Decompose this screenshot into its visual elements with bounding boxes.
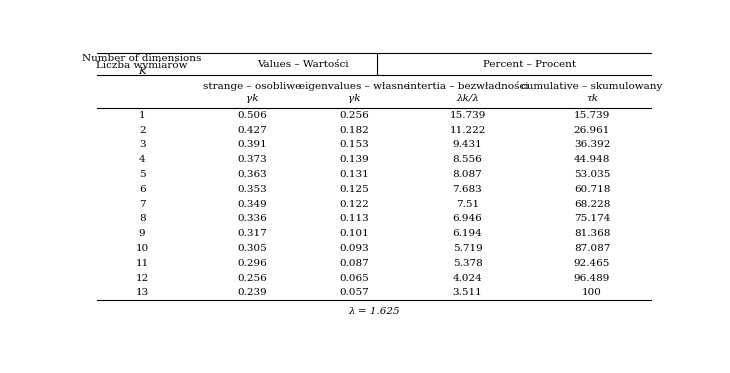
Text: 0.256: 0.256 xyxy=(339,111,369,120)
Text: 9.431: 9.431 xyxy=(453,141,483,150)
Text: 1: 1 xyxy=(139,111,145,120)
Text: 15.739: 15.739 xyxy=(574,111,610,120)
Text: 0.391: 0.391 xyxy=(237,141,267,150)
Text: Values – Wartości: Values – Wartości xyxy=(258,60,349,69)
Text: 0.131: 0.131 xyxy=(339,170,369,179)
Text: 0.296: 0.296 xyxy=(237,259,267,268)
Text: 0.139: 0.139 xyxy=(339,155,369,164)
Text: 81.368: 81.368 xyxy=(574,229,610,238)
Text: 6.946: 6.946 xyxy=(453,214,483,223)
Text: 4: 4 xyxy=(139,155,145,164)
Text: 92.465: 92.465 xyxy=(574,259,610,268)
Text: 0.427: 0.427 xyxy=(237,126,267,135)
Text: 3.511: 3.511 xyxy=(453,288,483,298)
Text: 96.489: 96.489 xyxy=(574,274,610,283)
Text: 5.719: 5.719 xyxy=(453,244,483,253)
Text: 13: 13 xyxy=(136,288,149,298)
Text: 0.239: 0.239 xyxy=(237,288,267,298)
Text: 12: 12 xyxy=(136,274,149,283)
Text: cumulative – skumulowany: cumulative – skumulowany xyxy=(521,82,663,91)
Text: 60.718: 60.718 xyxy=(574,185,610,194)
Text: 0.353: 0.353 xyxy=(237,185,267,194)
Text: 0.305: 0.305 xyxy=(237,244,267,253)
Text: strange – osobliwe: strange – osobliwe xyxy=(204,82,301,91)
Text: 2: 2 xyxy=(139,126,145,135)
Text: 5.378: 5.378 xyxy=(453,259,483,268)
Text: 6: 6 xyxy=(139,185,145,194)
Text: 0.065: 0.065 xyxy=(339,274,369,283)
Text: γk: γk xyxy=(246,94,258,103)
Text: 44.948: 44.948 xyxy=(574,155,610,164)
Text: 3: 3 xyxy=(139,141,145,150)
Text: 0.336: 0.336 xyxy=(237,214,267,223)
Text: 8: 8 xyxy=(139,214,145,223)
Text: 0.113: 0.113 xyxy=(339,214,369,223)
Text: 5: 5 xyxy=(139,170,145,179)
Text: 75.174: 75.174 xyxy=(574,214,610,223)
Text: 7: 7 xyxy=(139,200,145,209)
Text: 7.51: 7.51 xyxy=(456,200,479,209)
Text: 0.153: 0.153 xyxy=(339,141,369,150)
Text: 11.222: 11.222 xyxy=(449,126,485,135)
Text: 0.057: 0.057 xyxy=(339,288,369,298)
Text: λk/λ: λk/λ xyxy=(456,94,479,103)
Text: intertia – bezwładności: intertia – bezwładności xyxy=(407,82,529,91)
Text: 8.556: 8.556 xyxy=(453,155,483,164)
Text: 0.087: 0.087 xyxy=(339,259,369,268)
Text: 100: 100 xyxy=(582,288,602,298)
Text: 0.093: 0.093 xyxy=(339,244,369,253)
Text: 0.506: 0.506 xyxy=(237,111,267,120)
Text: 8.087: 8.087 xyxy=(453,170,483,179)
Text: 53.035: 53.035 xyxy=(574,170,610,179)
Text: 11: 11 xyxy=(136,259,149,268)
Text: 6.194: 6.194 xyxy=(453,229,483,238)
Text: 87.087: 87.087 xyxy=(574,244,610,253)
Text: 0.122: 0.122 xyxy=(339,200,369,209)
Text: 0.125: 0.125 xyxy=(339,185,369,194)
Text: λ = 1.625: λ = 1.625 xyxy=(348,307,400,316)
Text: 4.024: 4.024 xyxy=(453,274,483,283)
Text: Percent – Procent: Percent – Procent xyxy=(483,60,576,69)
Text: K: K xyxy=(138,67,146,76)
Text: τk: τk xyxy=(586,94,598,103)
Text: 0.182: 0.182 xyxy=(339,126,369,135)
Text: 10: 10 xyxy=(136,244,149,253)
Text: Liczba wymiarów: Liczba wymiarów xyxy=(96,60,188,70)
Text: 7.683: 7.683 xyxy=(453,185,483,194)
Text: 0.317: 0.317 xyxy=(237,229,267,238)
Text: γk: γk xyxy=(348,94,361,103)
Text: 15.739: 15.739 xyxy=(449,111,485,120)
Text: 0.101: 0.101 xyxy=(339,229,369,238)
Text: 0.349: 0.349 xyxy=(237,200,267,209)
Text: 68.228: 68.228 xyxy=(574,200,610,209)
Text: 26.961: 26.961 xyxy=(574,126,610,135)
Text: 0.256: 0.256 xyxy=(237,274,267,283)
Text: 9: 9 xyxy=(139,229,145,238)
Text: 0.363: 0.363 xyxy=(237,170,267,179)
Text: 36.392: 36.392 xyxy=(574,141,610,150)
Text: eigenvalues – własne: eigenvalues – własne xyxy=(299,82,410,91)
Text: 0.373: 0.373 xyxy=(237,155,267,164)
Text: Number of dimensions: Number of dimensions xyxy=(82,54,202,63)
